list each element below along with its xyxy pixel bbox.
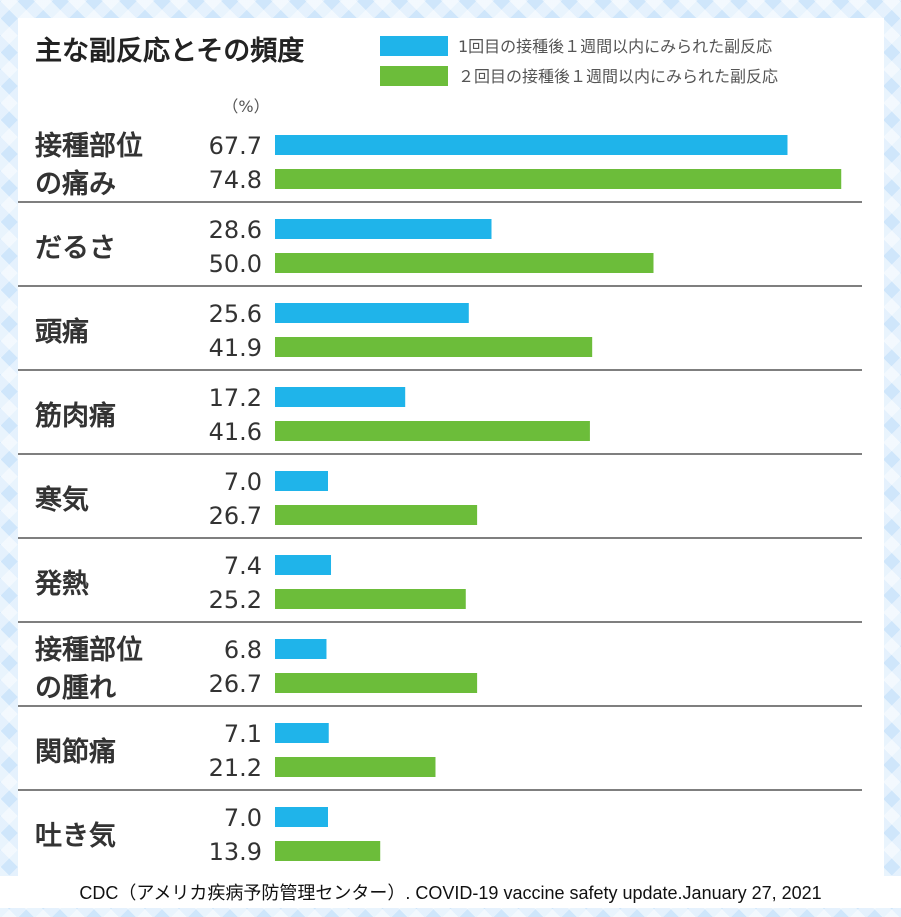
bar-series-1: [275, 135, 788, 155]
value-label: 7.4: [224, 552, 262, 580]
bar-series-1: [275, 807, 328, 827]
bar-series-1: [275, 219, 492, 239]
category-label: の腫れ: [35, 673, 116, 704]
category-label: 発熱: [34, 569, 89, 600]
bar-series-1: [275, 639, 327, 659]
value-label: 28.6: [209, 216, 262, 244]
legend-swatch-1: [380, 36, 448, 56]
value-label: 17.2: [209, 384, 262, 412]
bar-series-2: [275, 253, 654, 273]
value-label: 50.0: [209, 250, 262, 278]
category-label: 接種部位: [35, 634, 143, 666]
category-label: 吐き気: [35, 820, 116, 852]
bar-series-2: [275, 841, 381, 861]
category-label: 接種部位: [35, 130, 143, 162]
value-label: 26.7: [209, 502, 262, 530]
value-label: 21.2: [209, 754, 262, 782]
bar-series-2: [275, 421, 590, 441]
bar-series-2: [275, 337, 593, 357]
category-label: の痛み: [35, 168, 116, 200]
bar-series-2: [275, 505, 478, 525]
category-label: 寒気: [35, 484, 89, 516]
bar-chart: 主な副反応とその頻度 1回目の接種後１週間以内にみられた副反応 ２回目の接種後１週間…: [18, 35, 862, 866]
chart-card: 主な副反応とその頻度 1回目の接種後１週間以内にみられた副反応 ２回目の接種後１週間…: [18, 18, 884, 880]
bar-series-1: [275, 387, 406, 407]
value-label: 7.0: [224, 468, 262, 496]
bar-series-2: [275, 757, 436, 777]
chart-title: 主な副反応とその頻度: [35, 35, 304, 67]
bar-series-2: [275, 589, 466, 609]
legend-label-1: 1回目の接種後１週間以内にみられた副反応: [458, 37, 772, 56]
value-label: 74.8: [209, 166, 262, 194]
value-label: 25.6: [209, 300, 262, 328]
bar-series-2: [275, 673, 478, 693]
category-label: 頭痛: [35, 316, 89, 348]
category-label: 関節痛: [35, 736, 116, 768]
value-label: 6.8: [224, 636, 262, 664]
value-label: 13.9: [209, 838, 262, 866]
bar-series-1: [275, 471, 328, 491]
value-label: 26.7: [209, 670, 262, 698]
category-label: 筋肉痛: [35, 400, 116, 432]
value-label: 25.2: [209, 586, 262, 614]
value-label: 41.9: [209, 334, 262, 362]
value-label: 67.7: [209, 132, 262, 160]
unit-label: （%）: [222, 97, 269, 116]
category-label: だるさ: [35, 233, 116, 264]
bar-series-1: [275, 555, 332, 575]
legend-swatch-2: [380, 66, 448, 86]
value-label: 7.1: [224, 720, 262, 748]
source-citation: CDC（アメリカ疾病予防管理センター）. COVID-19 vaccine sa…: [0, 876, 901, 908]
legend-label-2: ２回目の接種後１週間以内にみられた副反応: [458, 67, 778, 86]
bar-series-2: [275, 169, 842, 189]
value-label: 7.0: [224, 804, 262, 832]
value-label: 41.6: [209, 418, 262, 446]
bar-series-1: [275, 303, 469, 323]
bar-series-1: [275, 723, 329, 743]
